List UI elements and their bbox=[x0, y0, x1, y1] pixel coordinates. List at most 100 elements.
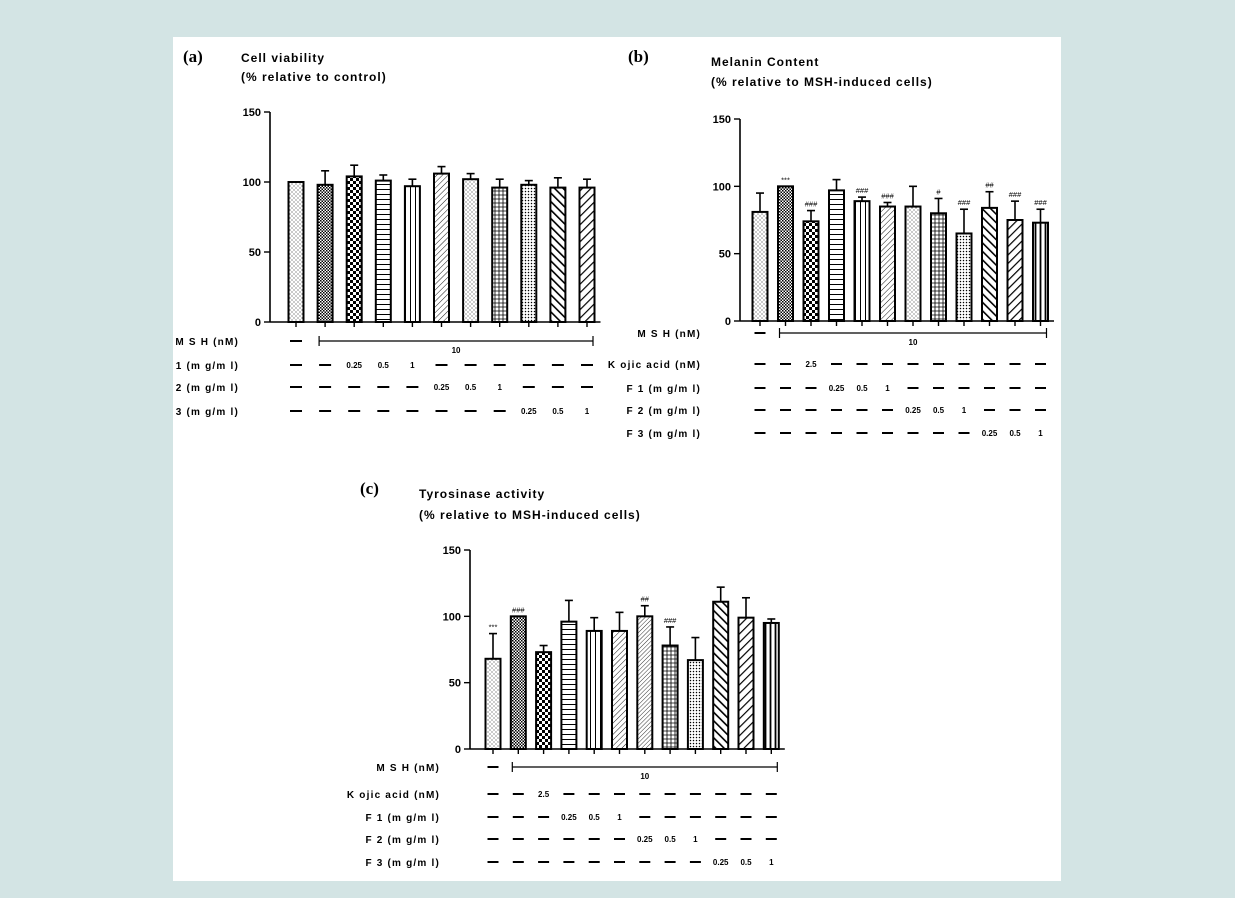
y-tick-label: 50 bbox=[249, 247, 261, 259]
dose-value: 0.25 bbox=[434, 383, 450, 392]
dose-value: 0.5 bbox=[665, 835, 677, 844]
bar-b-1 bbox=[751, 210, 769, 322]
chart-b-subtitle: (% relative to MSH-induced cells) bbox=[711, 75, 933, 89]
bar-c-3 bbox=[535, 651, 553, 750]
bar-b-10 bbox=[981, 206, 998, 323]
significance-mark: ### bbox=[1009, 190, 1022, 199]
dose-value: 1 bbox=[410, 361, 415, 370]
bar-c-8 bbox=[661, 644, 679, 751]
dose-value: 0.5 bbox=[933, 406, 945, 415]
dose-value: 0.5 bbox=[465, 383, 477, 392]
treatment-label: F 1 (m g/m l) bbox=[366, 813, 441, 824]
bar-b-9 bbox=[955, 232, 973, 322]
dose-value: 1 bbox=[617, 813, 622, 822]
treatment-label: F 3 (m g/m l) bbox=[627, 429, 702, 440]
panel-letter-c: (c) bbox=[360, 479, 379, 498]
bar-c-2 bbox=[509, 615, 527, 750]
msh-dose-value: 10 bbox=[909, 338, 918, 347]
y-tick-label: 0 bbox=[255, 317, 261, 329]
dose-value: 0.25 bbox=[982, 429, 998, 438]
panel-letter-b: (b) bbox=[628, 47, 649, 66]
treatment-label: M S H (nM) bbox=[175, 337, 239, 348]
bar-b-5 bbox=[853, 200, 871, 322]
treatment-label: F 1 (m g/m l) bbox=[627, 384, 702, 395]
panel-b-melanin-content: (b) Melanin Content (% relative to MSH-i… bbox=[608, 47, 1054, 440]
treatment-label: F 1 (m g/m l) bbox=[173, 361, 239, 372]
y-tick-label: 50 bbox=[719, 249, 731, 261]
y-tick-label: 50 bbox=[449, 678, 461, 690]
bar-a-11 bbox=[578, 186, 596, 323]
significance-mark: *** bbox=[781, 175, 790, 184]
treatment-label: M S H (nM) bbox=[637, 329, 701, 340]
significance-mark: ### bbox=[512, 605, 525, 614]
bar-c-1 bbox=[484, 657, 502, 751]
bar-a-1 bbox=[287, 181, 305, 323]
y-tick-label: 150 bbox=[713, 114, 731, 126]
bar-b-3 bbox=[802, 220, 820, 322]
treatment-label: F 2 (m g/m l) bbox=[627, 406, 702, 417]
chart-b-title: Melanin Content bbox=[711, 55, 819, 69]
y-tick-label: 150 bbox=[243, 107, 261, 119]
dose-value: 1 bbox=[962, 406, 967, 415]
bar-c-10 bbox=[712, 600, 730, 750]
y-tick-label: 100 bbox=[243, 177, 261, 189]
dose-value: 0.25 bbox=[637, 835, 653, 844]
significance-mark: ### bbox=[664, 616, 677, 625]
dose-value: 1 bbox=[497, 383, 502, 392]
dose-value: 2.5 bbox=[538, 790, 550, 799]
bar-a-2 bbox=[316, 183, 334, 323]
bar-a-4 bbox=[374, 179, 392, 323]
panel-a-cell-viability: (a) Cell viability (% relative to contro… bbox=[173, 47, 601, 418]
bar-c-4 bbox=[560, 620, 578, 751]
bar-b-4 bbox=[828, 189, 845, 322]
dose-value: 0.25 bbox=[905, 406, 921, 415]
bar-b-6 bbox=[879, 205, 896, 323]
dose-value: 0.5 bbox=[856, 384, 868, 393]
dose-value: 0.5 bbox=[589, 813, 601, 822]
bar-c-9 bbox=[686, 659, 704, 751]
treatment-label: F 2 (m g/m l) bbox=[173, 383, 239, 394]
bar-b-12 bbox=[1032, 221, 1049, 322]
significance-mark: ### bbox=[958, 198, 971, 207]
significance-mark: ## bbox=[985, 181, 994, 190]
y-tick-label: 100 bbox=[443, 611, 461, 623]
dose-value: 0.25 bbox=[561, 813, 577, 822]
bar-c-7 bbox=[636, 615, 654, 750]
chart-c-title: Tyrosinase activity bbox=[419, 487, 545, 501]
bar-a-3 bbox=[345, 175, 363, 323]
chart-c-subtitle: (% relative to MSH-induced cells) bbox=[419, 508, 641, 522]
treatment-label: K ojic acid (nM) bbox=[608, 360, 701, 371]
treatment-label: K ojic acid (nM) bbox=[347, 790, 440, 801]
dose-value: 1 bbox=[885, 384, 890, 393]
dose-value: 2.5 bbox=[805, 360, 817, 369]
significance-mark: ### bbox=[881, 191, 894, 200]
y-tick-label: 150 bbox=[443, 545, 461, 557]
treatment-label: F 3 (m g/m l) bbox=[366, 858, 441, 869]
msh-dose-value: 10 bbox=[452, 346, 461, 355]
msh-dose-value: 10 bbox=[640, 772, 649, 781]
dose-value: 0.25 bbox=[521, 407, 537, 416]
dose-value: 0.25 bbox=[346, 361, 362, 370]
dose-value: 1 bbox=[769, 858, 774, 867]
figure-canvas: (a) Cell viability (% relative to contro… bbox=[173, 47, 1054, 869]
bar-a-8 bbox=[491, 186, 509, 323]
significance-mark: ## bbox=[641, 595, 650, 604]
significance-mark: *** bbox=[489, 623, 498, 632]
bar-b-7 bbox=[904, 205, 922, 323]
panel-c-tyrosinase-activity: (c) Tyrosinase activity (% relative to M… bbox=[347, 479, 785, 869]
bar-b-2 bbox=[777, 185, 794, 322]
bar-c-11 bbox=[737, 616, 755, 750]
dose-value: 1 bbox=[1038, 429, 1043, 438]
bar-b-8 bbox=[930, 212, 947, 322]
bar-a-6 bbox=[433, 172, 450, 323]
bar-a-10 bbox=[549, 186, 567, 323]
significance-mark: ### bbox=[1034, 198, 1047, 207]
bar-c-6 bbox=[611, 629, 628, 751]
dose-value: 0.5 bbox=[378, 361, 390, 370]
y-tick-label: 100 bbox=[713, 181, 731, 193]
significance-mark: # bbox=[936, 187, 941, 196]
bar-a-7 bbox=[462, 178, 480, 323]
bar-c-12 bbox=[762, 621, 780, 751]
treatment-label: F 2 (m g/m l) bbox=[366, 835, 441, 846]
dose-value: 0.25 bbox=[713, 858, 729, 867]
